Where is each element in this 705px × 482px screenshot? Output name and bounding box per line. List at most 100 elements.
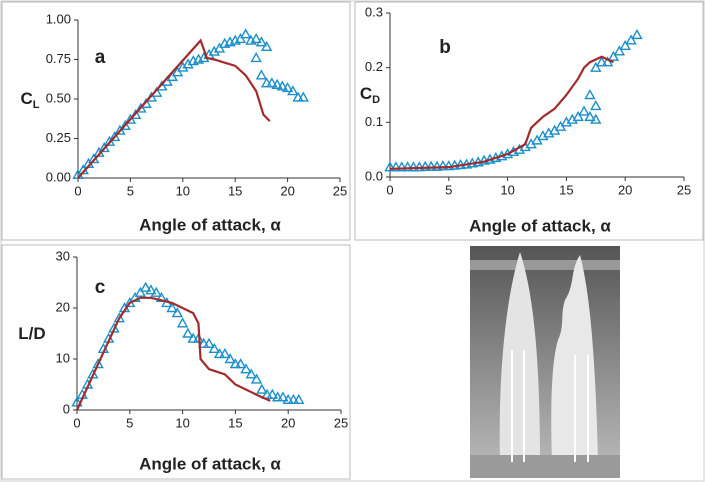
triangle-marker [293,393,305,404]
data-line [77,38,271,179]
triangle-marker [613,45,626,56]
panel-frame [354,1,704,241]
triangle-marker [208,342,220,353]
triangle-marker [150,286,162,297]
triangle-marker [255,36,268,47]
y-tick-label: 0.1 [365,114,383,129]
data-line [76,296,271,411]
triangle-marker [176,317,189,328]
x-tick-label: 20 [618,182,632,197]
triangle-marker [396,161,408,172]
triangle-marker [407,161,420,172]
y-tick-label: 0.2 [365,59,383,74]
triangle-marker [590,113,602,124]
triangle-marker [208,45,220,56]
y-axis-label-sub: D [372,94,380,106]
triangle-marker [625,34,637,45]
triangle-marker [203,337,215,348]
triangle-marker [250,51,262,63]
triangle-marker [177,61,189,72]
y-tick-label: 20 [56,299,70,314]
x-tick-label: 0 [73,415,80,430]
y-axis-label: CL [20,89,39,110]
x-tick-label: 20 [280,183,294,198]
triangle-marker [171,66,184,77]
triangle-marker [578,105,590,116]
triangle-marker [245,368,257,379]
x-tick-label: 15 [559,182,573,197]
triangle-marker [437,160,449,171]
y-axis-label-main: L/D [18,324,45,343]
triangle-marker [631,28,643,40]
x-tick-label: 25 [334,415,348,430]
y-tick-label: 1.00 [46,11,71,26]
panel-frame [1,244,351,480]
x-axis-label: Angle of attack, α [139,215,281,234]
x-tick-label: 10 [175,415,189,430]
triangle-marker [113,312,125,323]
triangle-marker [124,113,137,124]
y-axis-label: CD [360,84,380,105]
triangle-marker [171,307,184,318]
y-tick-label: 0 [63,401,70,416]
y-tick-label: 0.0 [365,168,383,183]
x-tick-label: 20 [281,415,295,430]
triangle-marker [166,302,178,313]
x-tick-label: 10 [176,183,190,198]
triangle-marker [219,347,231,359]
x-tick-label: 5 [126,415,133,430]
triangle-marker [139,281,152,292]
triangle-marker [250,33,262,44]
triangle-marker [182,58,194,69]
triangle-marker [590,61,602,72]
triangle-marker [256,383,268,394]
x-tick-label: 5 [445,182,452,197]
triangle-marker [384,161,396,172]
x-axis-label: Angle of attack, α [469,216,611,235]
triangle-marker [239,28,252,39]
y-tick-label: 0.50 [46,90,71,105]
triangle-marker [234,358,247,369]
y-tick-label: 0.25 [46,130,71,145]
triangle-marker [119,119,131,131]
triangle-marker [281,82,294,93]
y-tick-label: 30 [56,248,70,263]
y-axis-label-sub: L [33,99,40,111]
panel-letter: c [95,277,106,298]
x-tick-label: 15 [228,183,242,198]
y-tick-label: 0.00 [46,169,71,184]
triangle-marker [271,78,283,89]
triangle-marker [584,89,596,100]
x-tick-label: 25 [333,183,347,198]
triangle-marker [266,77,278,88]
photo-rail [470,260,620,270]
x-axis-label: Angle of attack, α [139,454,281,473]
triangle-marker [135,102,147,113]
triangle-marker [240,363,252,374]
triangle-marker [134,286,147,297]
x-tick-label: 15 [228,415,242,430]
y-tick-label: 0.3 [365,4,383,19]
triangle-marker [224,353,236,364]
triangle-marker [145,284,157,295]
triangle-marker [108,130,121,142]
triangle-marker [419,160,431,171]
triangle-marker [260,40,273,52]
panel-letter: b [439,37,451,58]
triangle-marker [584,110,596,122]
triangle-marker [572,110,584,122]
x-tick-label: 5 [127,183,134,198]
triangle-marker [250,373,263,384]
triangle-marker [590,100,602,111]
triangle-marker [607,50,620,61]
photo-base [470,455,620,478]
x-tick-label: 25 [677,182,691,197]
x-tick-label: 10 [500,182,514,197]
y-tick-label: 0.75 [46,51,71,66]
triangle-marker [619,39,631,50]
data-line [389,55,614,170]
photo [470,246,620,478]
triangle-marker [213,42,226,53]
x-tick-label: 0 [74,183,81,198]
